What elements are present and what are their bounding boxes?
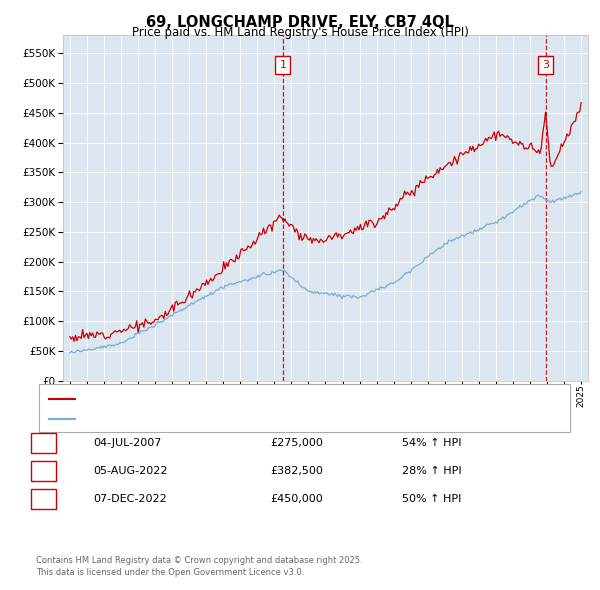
Text: 07-DEC-2022: 07-DEC-2022 (93, 494, 167, 503)
Text: 2: 2 (41, 466, 49, 476)
Text: £450,000: £450,000 (270, 494, 323, 503)
Text: £275,000: £275,000 (270, 438, 323, 448)
Text: Contains HM Land Registry data © Crown copyright and database right 2025.
This d: Contains HM Land Registry data © Crown c… (36, 556, 362, 577)
Text: 3: 3 (542, 60, 549, 70)
Text: 05-AUG-2022: 05-AUG-2022 (93, 466, 167, 476)
Text: 3: 3 (41, 494, 49, 503)
Text: HPI: Average price, semi-detached house, East Cambridgeshire: HPI: Average price, semi-detached house,… (82, 414, 398, 424)
Text: 1: 1 (280, 60, 286, 70)
Text: 69, LONGCHAMP DRIVE, ELY, CB7 4QL: 69, LONGCHAMP DRIVE, ELY, CB7 4QL (146, 15, 454, 30)
Text: 54% ↑ HPI: 54% ↑ HPI (402, 438, 461, 448)
Text: Price paid vs. HM Land Registry's House Price Index (HPI): Price paid vs. HM Land Registry's House … (131, 26, 469, 39)
Text: 04-JUL-2007: 04-JUL-2007 (93, 438, 161, 448)
Text: 1: 1 (41, 438, 49, 448)
Text: 50% ↑ HPI: 50% ↑ HPI (402, 494, 461, 503)
Text: 69, LONGCHAMP DRIVE, ELY, CB7 4QL (semi-detached house): 69, LONGCHAMP DRIVE, ELY, CB7 4QL (semi-… (82, 394, 389, 404)
Text: 28% ↑ HPI: 28% ↑ HPI (402, 466, 461, 476)
Text: £382,500: £382,500 (270, 466, 323, 476)
